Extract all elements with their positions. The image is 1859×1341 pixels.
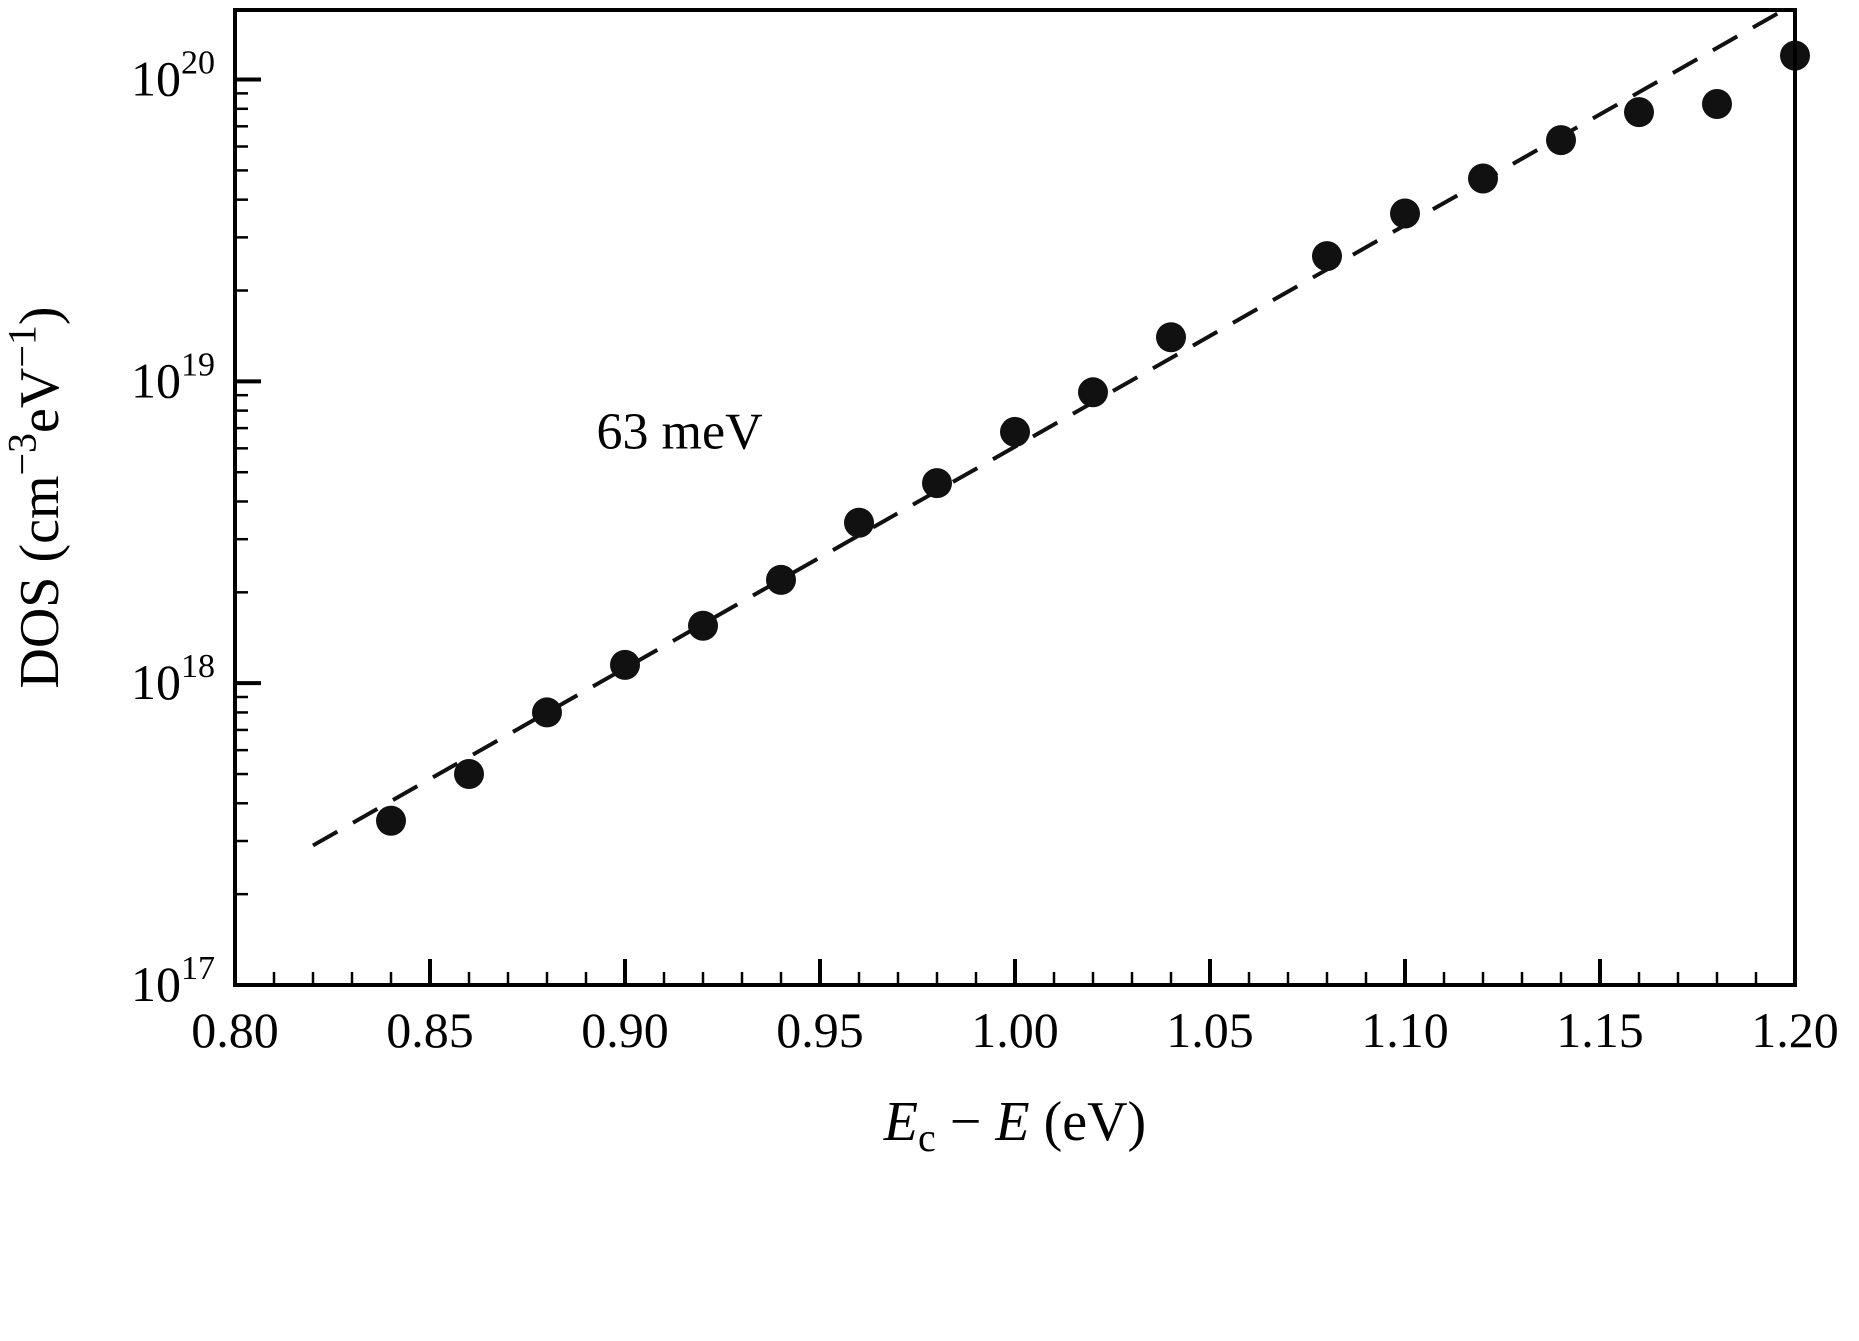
- data-points: [376, 40, 1810, 836]
- y-tick-label: 1018: [131, 648, 215, 710]
- data-point: [1546, 125, 1576, 156]
- fit-line: [312, 10, 1788, 848]
- x-tick-label: 1.10: [1361, 1002, 1449, 1058]
- data-point: [454, 759, 484, 790]
- x-tick-label: 0.95: [776, 1002, 864, 1058]
- y-tick-label: 1019: [131, 346, 215, 408]
- y-tick-label: 1020: [131, 45, 215, 107]
- x-axis-label: Ec − E (eV): [883, 1091, 1146, 1160]
- x-tick-label: 0.90: [581, 1002, 669, 1058]
- data-point: [1078, 377, 1108, 408]
- data-point: [610, 649, 640, 680]
- x-tick-label: 1.15: [1556, 1002, 1644, 1058]
- data-point: [922, 468, 952, 499]
- y-tick-label: 1017: [131, 950, 215, 1012]
- data-point: [1390, 198, 1420, 229]
- x-tick-label: 0.85: [386, 1002, 474, 1058]
- data-point: [1000, 416, 1030, 447]
- data-point: [1468, 163, 1498, 194]
- data-point: [1624, 97, 1654, 128]
- data-point: [1312, 241, 1342, 272]
- data-point: [688, 610, 718, 641]
- data-point: [844, 507, 874, 538]
- x-tick-label: 1.20: [1751, 1002, 1839, 1058]
- data-point: [532, 697, 562, 728]
- x-tick-label: 1.05: [1166, 1002, 1254, 1058]
- data-point: [1156, 322, 1186, 353]
- axis-ticks: [233, 77, 1797, 987]
- slope-annotation: 63 meV: [597, 403, 763, 460]
- x-tick-label: 1.00: [971, 1002, 1059, 1058]
- plot-frame: [233, 8, 1797, 987]
- axis-tick-labels: 0.80 0.85 0.90 0.95 1.00 1.05 1.10 1.15 1.20 1017…: [131, 45, 1839, 1058]
- y-axis-label: DOS (cm−3eV−1): [0, 306, 71, 688]
- data-point: [376, 805, 406, 836]
- data-point: [766, 564, 796, 595]
- x-tick-label: 0.80: [191, 1002, 279, 1058]
- data-point: [1702, 88, 1732, 119]
